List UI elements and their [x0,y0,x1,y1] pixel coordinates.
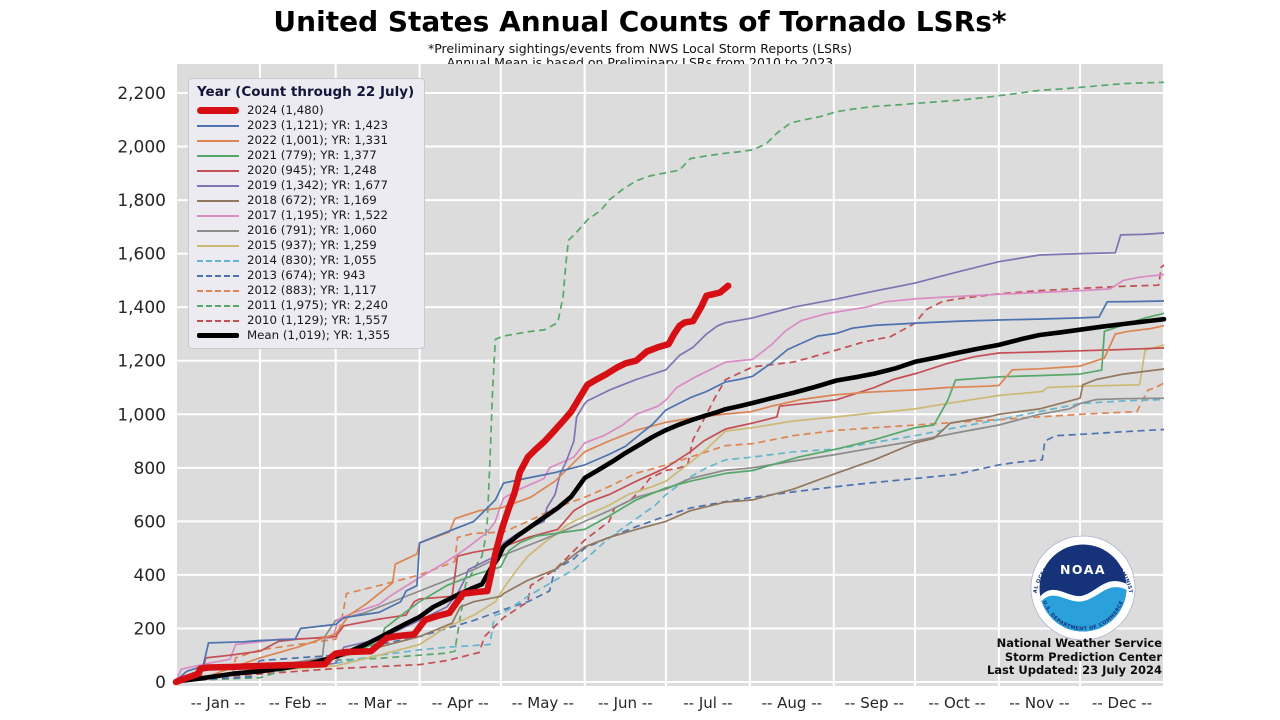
chart-title: United States Annual Counts of Tornado L… [273,5,1007,38]
legend-label-2013: 2013 (674); YR: 943 [247,267,366,282]
legend-label-2018: 2018 (672); YR: 1,169 [247,192,377,207]
series-line-2010 [175,264,1165,683]
legend-swatch-2022 [197,139,239,142]
legend-label-2014: 2014 (830); YR: 1,055 [247,252,377,267]
series-line-2011 [175,81,1165,682]
legend-entry-2014: 2014 (830); YR: 1,055 [197,253,414,268]
y-tick-label: 1,800 [117,191,166,211]
legend-entry-2016: 2016 (791); YR: 1,060 [197,223,414,238]
y-tick-label: 0 [155,673,166,693]
legend-entry-2017: 2017 (1,195); YR: 1,522 [197,208,414,223]
legend-label-2010: 2010 (1,129); YR: 1,557 [247,312,389,327]
series-line-2015 [175,344,1165,683]
y-tick-label: 2,200 [117,84,166,104]
x-tick-label: -- Feb -- [269,694,327,712]
legend-swatch-2023 [197,124,239,127]
y-tick-label: 1,400 [117,298,166,318]
legend-label-2022: 2022 (1,001); YR: 1,331 [247,132,389,147]
legend-entry-2020: 2020 (945); YR: 1,248 [197,163,414,178]
legend-label-2020: 2020 (945); YR: 1,248 [247,162,377,177]
legend-swatch-Mean [197,333,239,338]
legend-entry-2019: 2019 (1,342); YR: 1,677 [197,178,414,193]
legend-swatch-2013 [197,274,239,277]
legend-title: Year (Count through 22 July) [197,84,415,100]
series-line-2020 [175,347,1165,682]
x-tick-label: -- Jan -- [191,694,245,712]
legend-entry-2018: 2018 (672); YR: 1,169 [197,193,414,208]
legend-entry-2021: 2021 (779); YR: 1,377 [197,148,414,163]
x-tick-label: -- Dec -- [1092,694,1152,712]
series-line-2014 [175,398,1165,683]
y-tick-label: 1,200 [117,352,166,372]
legend-entry-2024: 2024 (1,480) [197,103,414,118]
noaa-logo-icon: NOAA NATIONAL OCEANIC AND ATMOSPHERIC AD… [1030,535,1136,641]
legend-swatch-2020 [197,169,239,172]
legend-label-2017: 2017 (1,195); YR: 1,522 [247,207,389,222]
series-line-2019 [175,232,1165,683]
x-tick-label: -- Mar -- [348,694,408,712]
legend-entry-2010: 2010 (1,129); YR: 1,557 [197,313,414,328]
legend-label-2023: 2023 (1,121); YR: 1,423 [247,117,389,132]
y-tick-label: 400 [134,566,166,586]
legend-label-2011: 2011 (1,975); YR: 2,240 [247,297,389,312]
legend-label-2015: 2015 (937); YR: 1,259 [247,237,377,252]
legend-swatch-2010 [197,319,239,322]
series-line-Mean [173,316,1167,684]
legend-swatch-2018 [197,199,239,202]
legend-swatch-2019 [197,184,239,187]
noaa-label: NOAA [1060,562,1106,577]
legend-entry-2022: 2022 (1,001); YR: 1,331 [197,133,414,148]
chart-legend: Year (Count through 22 July) 2024 (1,480… [188,78,426,349]
x-tick-label: -- Jun -- [598,694,653,712]
legend-entry-2023: 2023 (1,121); YR: 1,423 [197,118,414,133]
attribution: National Weather Service Storm Predictio… [986,636,1162,678]
y-tick-label: 200 [134,619,166,639]
legend-label-2021: 2021 (779); YR: 1,377 [247,147,377,162]
legend-swatch-2014 [197,259,239,262]
x-tick-label: -- Aug -- [762,694,822,712]
legend-label-2024: 2024 (1,480) [247,102,324,117]
legend-label-Mean: Mean (1,019); YR: 1,355 [247,327,391,342]
noaa-gull-icon [1039,581,1127,604]
chart-subtitle-line1: *Preliminary sightings/events from NWS L… [427,41,853,56]
y-tick-label: 2,000 [117,138,166,158]
legend-label-2016: 2016 (791); YR: 1,060 [247,222,377,237]
series-line-2018 [175,368,1165,683]
x-tick-label: -- Nov -- [1009,694,1069,712]
y-tick-label: 800 [134,459,166,479]
series-line-2024 [172,282,732,686]
legend-entry-2012: 2012 (883); YR: 1,117 [197,283,414,298]
legend-label-2012: 2012 (883); YR: 1,117 [247,282,377,297]
series-line-2023 [175,300,1165,682]
legend-entry-2015: 2015 (937); YR: 1,259 [197,238,414,253]
x-tick-label: -- Oct -- [928,694,985,712]
legend-swatch-2016 [197,229,239,232]
y-tick-label: 1,600 [117,245,166,265]
legend-swatch-2024 [197,107,239,114]
legend-swatch-2021 [197,154,239,157]
legend-swatch-2011 [197,304,239,307]
legend-swatch-2017 [197,214,239,217]
y-tick-label: 600 [134,512,166,532]
legend-entry-2013: 2013 (674); YR: 943 [197,268,414,283]
x-tick-label: -- Jul -- [683,694,732,712]
series-line-2016 [175,397,1165,683]
legend-entry-Mean: Mean (1,019); YR: 1,355 [197,328,414,343]
x-tick-label: -- Sep -- [845,694,904,712]
legend-entry-2011: 2011 (1,975); YR: 2,240 [197,298,414,313]
series-line-2017 [175,273,1165,682]
legend-rows: 2024 (1,480) 2023 (1,121); YR: 1,423 2022 … [197,103,414,343]
legend-swatch-2012 [197,289,239,292]
attribution-line-1: National Weather Service [996,636,1162,650]
attribution-line-3: Last Updated: 23 July 2024 [986,663,1162,678]
attribution-line-2: Storm Prediction Center [1004,649,1162,664]
x-tick-label: -- May -- [512,694,574,712]
legend-swatch-2015 [197,244,239,247]
y-tick-label: 1,000 [117,405,166,425]
series-line-2021 [175,312,1165,683]
legend-label-2019: 2019 (1,342); YR: 1,677 [247,177,389,192]
x-tick-label: -- Apr -- [432,694,489,712]
